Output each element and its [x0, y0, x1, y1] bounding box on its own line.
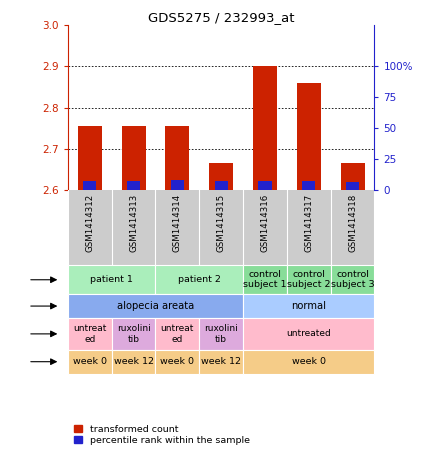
Text: week 12: week 12 — [201, 357, 241, 366]
Bar — [171, 180, 184, 190]
Bar — [155, 350, 199, 374]
Bar — [155, 318, 199, 350]
Bar — [209, 164, 233, 190]
Text: GSM1414316: GSM1414316 — [261, 194, 269, 252]
Bar — [155, 265, 243, 294]
Bar — [68, 318, 112, 350]
Text: ruxolini
tib: ruxolini tib — [117, 324, 151, 343]
Text: week 0: week 0 — [292, 357, 326, 366]
Text: normal: normal — [291, 301, 326, 311]
Bar — [253, 66, 277, 190]
Text: untreat
ed: untreat ed — [73, 324, 106, 343]
Text: GSM1414315: GSM1414315 — [217, 194, 226, 252]
Text: GSM1414313: GSM1414313 — [129, 194, 138, 252]
Bar — [83, 181, 96, 190]
Bar — [199, 318, 243, 350]
Bar — [68, 350, 112, 374]
Bar — [297, 83, 321, 190]
Bar — [243, 318, 374, 350]
Bar — [112, 318, 155, 350]
Bar — [78, 126, 102, 190]
Bar — [68, 265, 155, 294]
Text: control
subject 2: control subject 2 — [287, 270, 331, 289]
Bar — [166, 126, 190, 190]
Text: untreated: untreated — [286, 329, 331, 338]
Text: week 0: week 0 — [160, 357, 194, 366]
Bar — [215, 181, 228, 190]
Text: patient 2: patient 2 — [178, 275, 221, 284]
Text: week 12: week 12 — [113, 357, 154, 366]
Text: GSM1414317: GSM1414317 — [304, 194, 313, 252]
Bar — [243, 265, 287, 294]
Bar — [287, 265, 331, 294]
Bar — [127, 181, 140, 190]
Title: GDS5275 / 232993_at: GDS5275 / 232993_at — [148, 11, 294, 24]
Text: control
subject 3: control subject 3 — [331, 270, 374, 289]
Bar — [341, 164, 364, 190]
Text: ruxolini
tib: ruxolini tib — [204, 324, 238, 343]
Text: control
subject 1: control subject 1 — [243, 270, 287, 289]
Text: alopecia areata: alopecia areata — [117, 301, 194, 311]
Bar — [302, 181, 315, 190]
Bar — [68, 294, 243, 318]
Bar — [199, 350, 243, 374]
Text: GSM1414312: GSM1414312 — [85, 194, 94, 252]
Bar — [346, 182, 359, 190]
Bar — [258, 181, 272, 190]
Text: patient 1: patient 1 — [90, 275, 133, 284]
Bar — [112, 350, 155, 374]
Bar — [122, 126, 145, 190]
Bar — [243, 294, 374, 318]
Text: GSM1414318: GSM1414318 — [348, 194, 357, 252]
Text: untreat
ed: untreat ed — [161, 324, 194, 343]
Legend: transformed count, percentile rank within the sample: transformed count, percentile rank withi… — [73, 424, 251, 446]
Text: GSM1414314: GSM1414314 — [173, 194, 182, 252]
Bar — [243, 350, 374, 374]
Text: week 0: week 0 — [73, 357, 107, 366]
Bar — [331, 265, 374, 294]
